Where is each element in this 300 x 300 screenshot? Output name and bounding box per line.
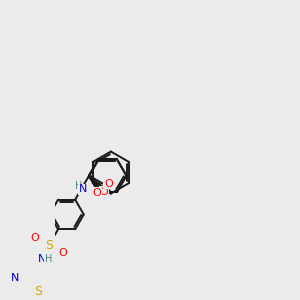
Text: N: N <box>38 254 46 264</box>
Text: O: O <box>58 248 67 259</box>
Text: O: O <box>100 187 108 197</box>
Text: N: N <box>11 273 19 283</box>
Text: O: O <box>31 232 39 243</box>
Text: S: S <box>45 239 53 252</box>
Text: O: O <box>92 188 101 198</box>
Text: H: H <box>75 181 82 190</box>
Text: S: S <box>34 285 42 298</box>
Text: N: N <box>79 184 87 194</box>
Text: H: H <box>45 254 52 264</box>
Text: O: O <box>104 178 112 189</box>
